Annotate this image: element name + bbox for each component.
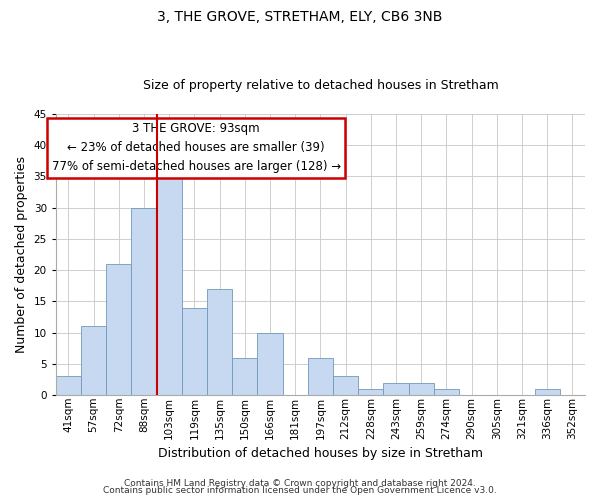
Text: 3 THE GROVE: 93sqm
← 23% of detached houses are smaller (39)
77% of semi-detache: 3 THE GROVE: 93sqm ← 23% of detached hou… [52,122,341,174]
Bar [333,376,358,395]
Bar [207,289,232,395]
Bar [182,308,207,395]
Text: Contains public sector information licensed under the Open Government Licence v3: Contains public sector information licen… [103,486,497,495]
Bar [535,389,560,395]
Bar [409,382,434,395]
Bar [131,208,157,395]
Bar [257,332,283,395]
Bar [383,382,409,395]
Bar [434,389,459,395]
X-axis label: Distribution of detached houses by size in Stretham: Distribution of detached houses by size … [158,447,483,460]
Bar [232,358,257,395]
Y-axis label: Number of detached properties: Number of detached properties [15,156,28,353]
Bar [157,170,182,395]
Bar [81,326,106,395]
Bar [106,264,131,395]
Bar [308,358,333,395]
Bar [358,389,383,395]
Title: Size of property relative to detached houses in Stretham: Size of property relative to detached ho… [143,79,498,92]
Bar [56,376,81,395]
Text: Contains HM Land Registry data © Crown copyright and database right 2024.: Contains HM Land Registry data © Crown c… [124,478,476,488]
Text: 3, THE GROVE, STRETHAM, ELY, CB6 3NB: 3, THE GROVE, STRETHAM, ELY, CB6 3NB [157,10,443,24]
